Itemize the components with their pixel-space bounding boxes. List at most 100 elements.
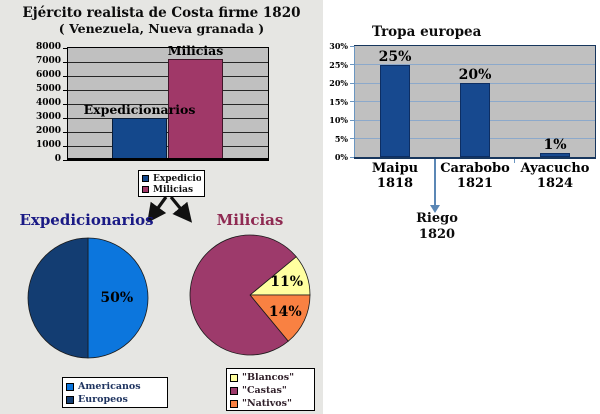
legend-label: "Blancos": [242, 372, 295, 383]
plot-border-top: [354, 45, 596, 46]
chart-title: Ejército realista de Costa firme 1820: [22, 5, 301, 21]
riego-annotation-line2: 1820: [418, 227, 456, 242]
y-tick: [63, 47, 67, 49]
bar-series-label: Milicias: [167, 43, 224, 59]
x-category-year: 1824: [536, 176, 574, 191]
x-category-label: Ayacucho 1824: [515, 161, 595, 191]
y-tick-label: 4000: [35, 98, 61, 108]
bar-maipu: [380, 64, 410, 157]
bar-value-label: 20%: [458, 67, 492, 83]
y-tick-label: 5%: [334, 133, 348, 144]
y-tick: [350, 101, 354, 102]
bar-milicias: [168, 59, 223, 160]
legend-entry: "Nativos": [230, 397, 311, 410]
bar-carabobo: [460, 83, 490, 157]
y-tick: [350, 138, 354, 139]
milicias-pie-title: Milicias: [216, 211, 284, 229]
x-category-label: Carabobo 1821: [435, 161, 515, 191]
y-tick: [63, 89, 67, 91]
chart-subtitle: ( Venezuela, Nueva granada ): [58, 21, 265, 36]
ejercito-plot-area: [67, 47, 269, 161]
y-axis-line: [354, 46, 355, 157]
x-category-year: 1821: [456, 176, 494, 191]
y-tick-label: 10%: [329, 115, 348, 125]
y-tick-label: 7000: [35, 56, 61, 66]
y-tick: [350, 64, 354, 65]
x-category-name: Maipu: [371, 161, 419, 176]
legend-label: Milicias: [153, 184, 194, 195]
legend-swatch: [230, 386, 238, 395]
x-axis-line: [68, 158, 268, 160]
legend-label: Expedicionarios: [153, 173, 201, 184]
riego-annotation-line1: Riego: [416, 211, 458, 226]
y-tick-label: 3000: [35, 112, 61, 122]
plot-border-right: [595, 46, 596, 157]
y-tick-label: 8000: [35, 42, 61, 52]
pie-data-label: 11%: [270, 273, 304, 290]
legend-swatch: [66, 382, 74, 391]
y-tick: [350, 156, 354, 158]
legend-entry: "Blancos": [230, 371, 311, 384]
y-tick: [63, 159, 67, 161]
y-tick: [63, 131, 67, 133]
y-tick-label: 20%: [329, 78, 348, 88]
y-tick-label: 25%: [329, 59, 348, 70]
pie-data-label: 50%: [100, 290, 134, 306]
arrow-to-milicias-pie: [169, 195, 193, 223]
y-tick: [63, 117, 67, 119]
milicias-pie-legend: "Blancos" "Castas" "Nativos": [226, 368, 315, 411]
y-tick: [63, 145, 67, 147]
legend-label: Europeos: [78, 394, 128, 405]
bar-ayacucho: [540, 153, 570, 157]
x-category-year: 1818: [376, 176, 414, 191]
pie-slice-Americanos: [87, 237, 149, 359]
y-tick-label: 30%: [329, 41, 348, 51]
expedicionarios-pie-legend: Americanos Europeos: [62, 377, 168, 408]
y-tick: [350, 82, 354, 84]
y-tick-label: 5000: [35, 84, 61, 94]
bar-expedicionarios: [112, 118, 167, 160]
legend-swatch: [142, 175, 149, 182]
y-tick-label: 1000: [35, 140, 61, 150]
legend-entry: Americanos: [66, 380, 164, 393]
bar-value-label: 25%: [378, 48, 412, 65]
legend-entry: Milicias: [142, 184, 201, 195]
y-tick-label: 0: [54, 154, 61, 164]
riego-arrow-line: [434, 158, 436, 205]
x-category-name: Carabobo: [440, 161, 510, 176]
bar-series-label: Expedicionarios: [83, 102, 196, 117]
expedicionarios-pie-title: Expedicionarios: [19, 211, 154, 229]
pie-slice-Castas: [189, 234, 297, 356]
tropa-europea-title: Tropa europea: [372, 24, 482, 40]
y-tick: [350, 45, 354, 47]
legend-label: Americanos: [78, 381, 141, 392]
pie-data-label: 14%: [268, 303, 302, 320]
expedicionarios-pie: [27, 237, 149, 359]
y-tick: [63, 75, 67, 77]
gridline: [355, 64, 595, 65]
y-tick-label: 2000: [35, 126, 61, 136]
y-tick: [63, 103, 67, 105]
y-tick-label: 0%: [334, 152, 348, 162]
arrow-to-expedicionarios-pie: [147, 196, 168, 223]
legend-entry: Expedicionarios: [142, 173, 201, 184]
y-tick-label: 6000: [35, 70, 61, 80]
x-axis-line: [354, 157, 596, 159]
legend-swatch: [142, 186, 149, 193]
x-category-name: Ayacucho: [520, 161, 590, 176]
legend-label: "Nativos": [242, 398, 292, 409]
legend-swatch: [230, 399, 238, 408]
riego-arrowhead-icon: [430, 205, 440, 213]
y-tick: [63, 61, 67, 63]
bar-value-label: 1%: [543, 137, 567, 154]
legend-swatch: [230, 373, 238, 382]
legend-entry: "Castas": [230, 384, 311, 397]
legend-label: "Castas": [242, 385, 287, 396]
legend-swatch: [66, 395, 74, 404]
legend-entry: Europeos: [66, 393, 164, 406]
pie-slice-Europeos: [27, 237, 89, 359]
category-tick: [514, 157, 515, 163]
tropa-plot-area: [355, 46, 595, 157]
